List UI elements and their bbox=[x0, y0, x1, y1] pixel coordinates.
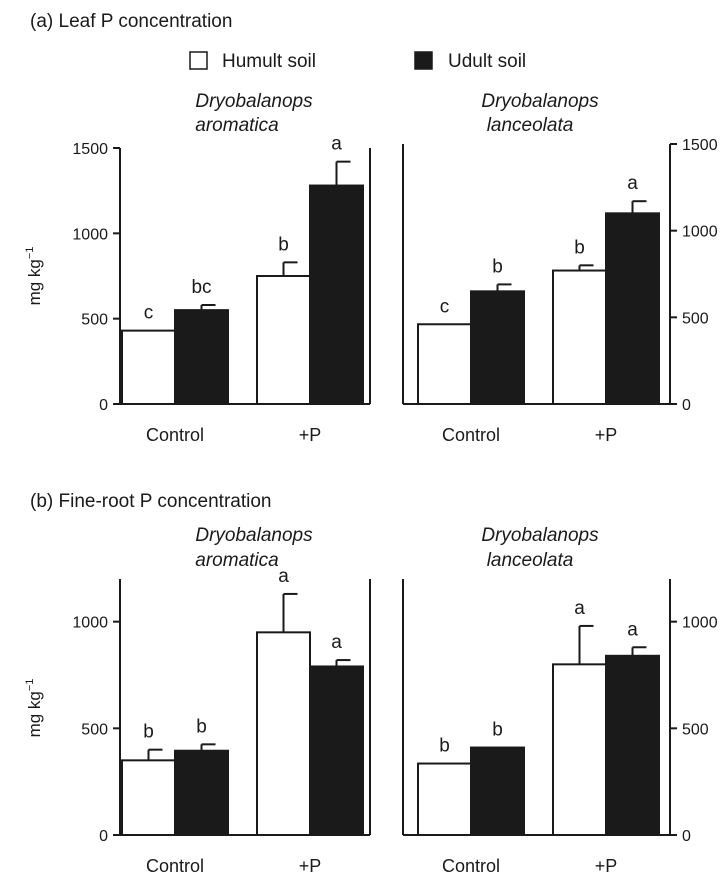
bar bbox=[121, 759, 176, 836]
bar bbox=[417, 762, 472, 836]
plots: 0 500 1000 1500 c bc Control b a +P 0 500 1000 1500 c b… bbox=[72, 134, 717, 873]
x-category-label: Control bbox=[442, 425, 500, 445]
species-title-a-left-line2: aromatica bbox=[195, 115, 278, 136]
y-axis-title-a-text: mg kg bbox=[25, 259, 44, 305]
species-title-b-right-line1: Dryobalanops bbox=[481, 525, 599, 546]
significance-label: c bbox=[440, 296, 450, 317]
species-title-a-left-line1: Dryobalanops bbox=[195, 91, 313, 112]
legend: Humult soil Udult soil bbox=[189, 51, 526, 72]
bar bbox=[470, 290, 525, 406]
y-axis-title-b-sup: −1 bbox=[24, 679, 36, 692]
legend-swatch-udult bbox=[414, 51, 433, 70]
significance-label: b bbox=[492, 720, 503, 741]
significance-label: bc bbox=[191, 277, 211, 298]
plot-1: 0 500 1000 1500 c bc Control b a +P bbox=[72, 134, 371, 445]
bar bbox=[605, 654, 660, 836]
species-title-b-right-line2: lanceolata bbox=[487, 550, 574, 571]
y-tick-label: 1000 bbox=[72, 226, 108, 243]
panel-a-title: (a) Leaf P concentration bbox=[30, 11, 232, 32]
bar bbox=[174, 309, 229, 405]
species-title-b-left-line1: Dryobalanops bbox=[195, 525, 313, 546]
bar bbox=[121, 329, 176, 406]
y-tick-label: 1000 bbox=[682, 224, 718, 241]
panel-b-title: (b) Fine-root P concentration bbox=[30, 491, 272, 512]
plot-4: 0 500 1000 b b Control a a +P bbox=[402, 579, 718, 873]
legend-swatch-humult bbox=[189, 51, 208, 70]
y-axis-title-b: mg kg−1 bbox=[24, 679, 44, 738]
species-title-a-right-line2: lanceolata bbox=[487, 115, 574, 136]
y-tick-label: 0 bbox=[99, 828, 108, 845]
bar bbox=[552, 663, 607, 836]
y-tick-label: 0 bbox=[682, 397, 691, 414]
legend-label-udult: Udult soil bbox=[448, 51, 526, 72]
plot-2: 0 500 1000 1500 c b Control b a +P bbox=[402, 137, 718, 445]
bar bbox=[552, 269, 607, 405]
significance-label: c bbox=[144, 303, 154, 324]
bar bbox=[174, 749, 229, 837]
significance-label: a bbox=[331, 632, 342, 653]
y-tick-label: 0 bbox=[99, 397, 108, 414]
y-tick-label: 0 bbox=[682, 828, 691, 845]
y-tick-label: 500 bbox=[682, 310, 709, 327]
x-category-label: +P bbox=[299, 425, 322, 445]
significance-label: a bbox=[627, 619, 638, 640]
y-axis-title-a: mg kg−1 bbox=[24, 247, 44, 306]
species-title-b-left-line2: aromatica bbox=[195, 550, 278, 571]
x-category-label: Control bbox=[146, 856, 204, 873]
significance-label: b bbox=[439, 736, 450, 757]
y-tick-label: 500 bbox=[81, 721, 108, 738]
bar bbox=[309, 665, 364, 837]
y-tick-label: 500 bbox=[81, 312, 108, 329]
significance-label: b bbox=[196, 716, 207, 737]
significance-label: b bbox=[278, 234, 289, 255]
y-axis-title-a-sup: −1 bbox=[24, 247, 36, 260]
y-tick-label: 1500 bbox=[72, 141, 108, 158]
species-title-a-right-line1: Dryobalanops bbox=[481, 91, 599, 112]
significance-label: a bbox=[627, 173, 638, 194]
bar bbox=[309, 184, 364, 405]
significance-label: a bbox=[574, 598, 585, 619]
significance-label: a bbox=[331, 134, 342, 155]
x-category-label: +P bbox=[595, 856, 618, 873]
x-category-label: +P bbox=[299, 856, 322, 873]
legend-label-humult: Humult soil bbox=[222, 51, 316, 72]
plot-3: 0 500 1000 b b Control a a +P bbox=[72, 566, 371, 873]
y-axis-title-b-text: mg kg bbox=[25, 691, 44, 737]
y-tick-label: 500 bbox=[682, 721, 709, 738]
y-tick-label: 1000 bbox=[72, 615, 108, 632]
x-category-label: +P bbox=[595, 425, 618, 445]
bar bbox=[256, 631, 311, 836]
significance-label: b bbox=[574, 237, 585, 258]
significance-label: a bbox=[278, 566, 289, 587]
x-category-label: Control bbox=[146, 425, 204, 445]
bar bbox=[256, 275, 311, 405]
x-category-label: Control bbox=[442, 856, 500, 873]
significance-label: b bbox=[492, 256, 503, 277]
bar bbox=[417, 323, 472, 405]
y-tick-label: 1000 bbox=[682, 615, 718, 632]
bar bbox=[605, 212, 660, 405]
y-tick-label: 1500 bbox=[682, 137, 718, 154]
significance-label: b bbox=[143, 722, 154, 743]
bar bbox=[470, 746, 525, 836]
